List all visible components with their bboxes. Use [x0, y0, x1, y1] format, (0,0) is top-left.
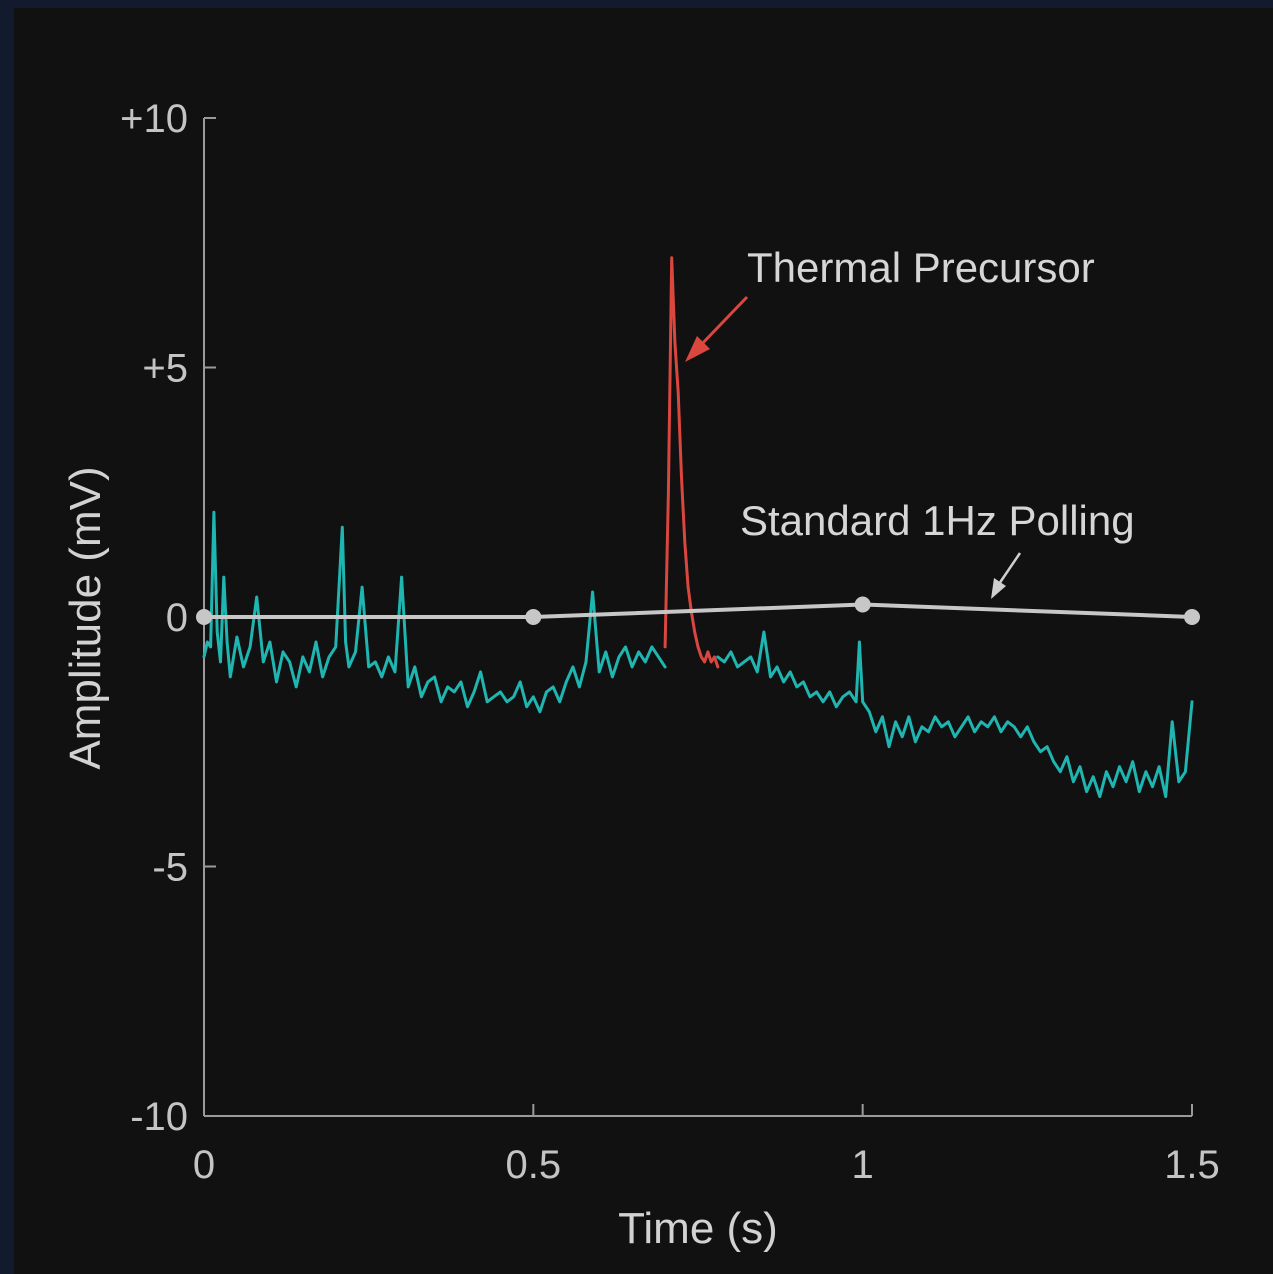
- polling-point: [1184, 609, 1200, 625]
- x-tick-label: 1.5: [1164, 1143, 1220, 1187]
- y-tick-label: +5: [142, 347, 188, 391]
- polling-point: [854, 596, 871, 613]
- series-layer: [196, 256, 1200, 799]
- y-axis-title: Amplitude (mV): [61, 466, 110, 769]
- polling-point: [525, 609, 542, 625]
- x-tick-label: 0.5: [506, 1143, 562, 1187]
- series-line-3: [202, 602, 1194, 619]
- y-tick-label: 0: [166, 596, 188, 640]
- x-tick-label: 0: [193, 1143, 215, 1187]
- tick-marks: +10+50-5-100 0.5 1 1.5: [120, 97, 1220, 1187]
- annotation-standard-polling-arrow: [997, 552, 1022, 585]
- x-axis-title: Time (s): [618, 1204, 778, 1253]
- line-chart: +10+50-5-100 0.5 1 1.5 Thermal Precursor St…: [61, 97, 1220, 1253]
- x-tick-label: 1: [852, 1143, 874, 1187]
- annotation-thermal-precursor: Thermal Precursor: [747, 244, 1095, 291]
- y-tick-label: -5: [152, 846, 188, 890]
- annotation-thermal-precursor-arrow: [697, 295, 749, 349]
- y-tick-label: -10: [130, 1095, 188, 1139]
- annotation-layer: Thermal Precursor Standard 1Hz Polling: [685, 244, 1135, 599]
- annotation-standard-polling-arrowhead: [991, 578, 1006, 599]
- annotation-thermal-precursor-arrowhead: [685, 336, 710, 362]
- series-line-0: [202, 510, 667, 714]
- annotation-standard-polling: Standard 1Hz Polling: [740, 497, 1135, 544]
- y-tick-label: +10: [120, 97, 188, 141]
- polling-point: [196, 609, 212, 625]
- series-line-1: [663, 256, 720, 669]
- series-line-2: [716, 630, 1194, 799]
- chart-frame: +10 +5 0 -5 -10 0 0.5 1 1.5 Thermal Precursor St…: [14, 8, 1273, 1274]
